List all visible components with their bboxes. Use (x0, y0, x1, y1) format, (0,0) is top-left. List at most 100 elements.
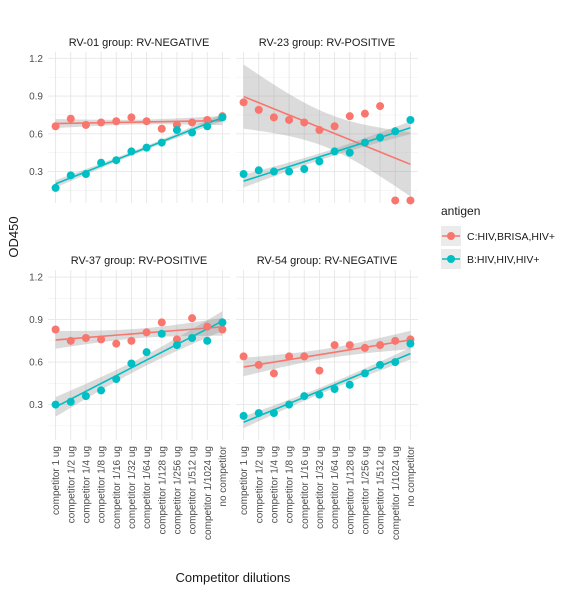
data-point (391, 127, 400, 136)
data-point (203, 122, 212, 131)
facet-panels: RV-01 group: RV-NEGATIVE 0.3 0.6 0.9 1.2 RV-2… (29, 37, 418, 540)
fit-layer (243, 64, 411, 197)
y-axis-title: OD450 (6, 216, 21, 257)
data-point (172, 126, 181, 135)
data-point (376, 133, 385, 142)
point-layer (239, 335, 415, 420)
x-tick-label: competitor 1/4 ug (269, 446, 280, 523)
data-point (172, 341, 181, 350)
data-point (315, 390, 324, 399)
trend-line (55, 116, 223, 185)
data-point (300, 118, 309, 127)
point-layer (51, 314, 227, 409)
legend-item: C:HIV,BRISA,HIV+ (441, 226, 555, 246)
data-point (406, 339, 415, 348)
data-point (300, 352, 309, 361)
data-point (97, 335, 106, 344)
data-point (330, 385, 339, 393)
data-point (315, 126, 324, 135)
data-point (127, 359, 136, 368)
data-point (188, 314, 197, 323)
x-tick-label: competitor 1/4 ug (81, 446, 92, 523)
data-point (51, 325, 60, 334)
data-point (66, 336, 75, 345)
x-tick-label: competitor 1/128 ug (157, 446, 168, 534)
data-point (112, 339, 121, 348)
data-point (188, 334, 197, 342)
x-tick-label: competitor 1/64 ug (142, 446, 153, 529)
data-point (360, 369, 369, 378)
data-point (81, 170, 90, 179)
data-point (127, 336, 136, 345)
data-point (315, 366, 324, 375)
facet-title: RV-23 group: RV-POSITIVE (259, 37, 396, 49)
x-tick-label: competitor 1/16 ug (112, 446, 123, 529)
x-tick-label: competitor 1/8 ug (97, 446, 108, 523)
data-point (285, 167, 294, 176)
data-point (315, 157, 324, 166)
data-point (218, 113, 227, 122)
y-tick-label: 0.3 (29, 167, 43, 178)
y-tick-label: 0.6 (29, 358, 43, 369)
x-tick-label: no competitor (406, 445, 417, 506)
trend-line (243, 95, 411, 166)
data-point (51, 400, 60, 409)
data-point (203, 115, 212, 124)
legend-key-point (447, 232, 455, 240)
data-point (157, 329, 166, 338)
data-point (345, 148, 354, 157)
data-point (285, 352, 294, 361)
data-point (285, 400, 294, 409)
data-point (112, 156, 121, 165)
data-point (254, 105, 263, 114)
data-point (360, 138, 369, 147)
data-point (188, 118, 197, 127)
data-point (127, 113, 136, 122)
data-point (157, 318, 166, 327)
x-tick-label: competitor 1/2 ug (66, 446, 77, 523)
data-point (188, 128, 197, 137)
facet-title: RV-37 group: RV-POSITIVE (71, 255, 208, 267)
x-axis-title: Competitor dilutions (176, 570, 291, 585)
y-tick-label: 1.2 (29, 273, 43, 284)
facet-panel: RV-23 group: RV-POSITIVE (236, 37, 418, 205)
data-point (345, 112, 354, 121)
data-point (345, 380, 354, 389)
data-point (406, 115, 415, 124)
facet-title: RV-54 group: RV-NEGATIVE (257, 255, 398, 267)
data-point (239, 170, 248, 179)
data-point (269, 369, 278, 378)
data-point (97, 118, 106, 127)
x-tick-label: competitor 1/512 ug (188, 446, 199, 534)
data-point (254, 166, 263, 175)
data-point (391, 196, 400, 205)
x-tick-label: competitor 1/32 ug (315, 446, 326, 529)
data-point (391, 336, 400, 345)
y-tick-label: 1.2 (29, 54, 43, 65)
data-point (81, 120, 90, 129)
x-tick-label: competitor 1 ug (51, 446, 62, 515)
data-point (360, 109, 369, 118)
data-point (239, 411, 248, 420)
data-point (51, 183, 60, 192)
data-point (142, 143, 151, 152)
facet-panel: RV-37 group: RV-POSITIVE 0.3 0.6 0.9 1.2 comp… (29, 255, 230, 540)
data-point (157, 124, 166, 133)
data-point (391, 358, 400, 367)
data-point (66, 397, 75, 406)
x-tick-label: competitor 1/256 ug (360, 446, 371, 534)
fit-layer (55, 311, 223, 417)
point-layer (239, 98, 415, 205)
data-point (66, 171, 75, 180)
data-point (269, 409, 278, 418)
x-tick-label: competitor 1/64 ug (330, 446, 341, 529)
data-point (254, 360, 263, 369)
data-point (376, 102, 385, 111)
legend-label: B:HIV,HIV,HIV+ (467, 254, 539, 266)
x-tick-label: competitor 1/2 ug (254, 446, 265, 523)
fit-layer (243, 330, 411, 429)
data-point (269, 113, 278, 122)
point-layer (51, 112, 227, 192)
data-point (66, 114, 75, 123)
